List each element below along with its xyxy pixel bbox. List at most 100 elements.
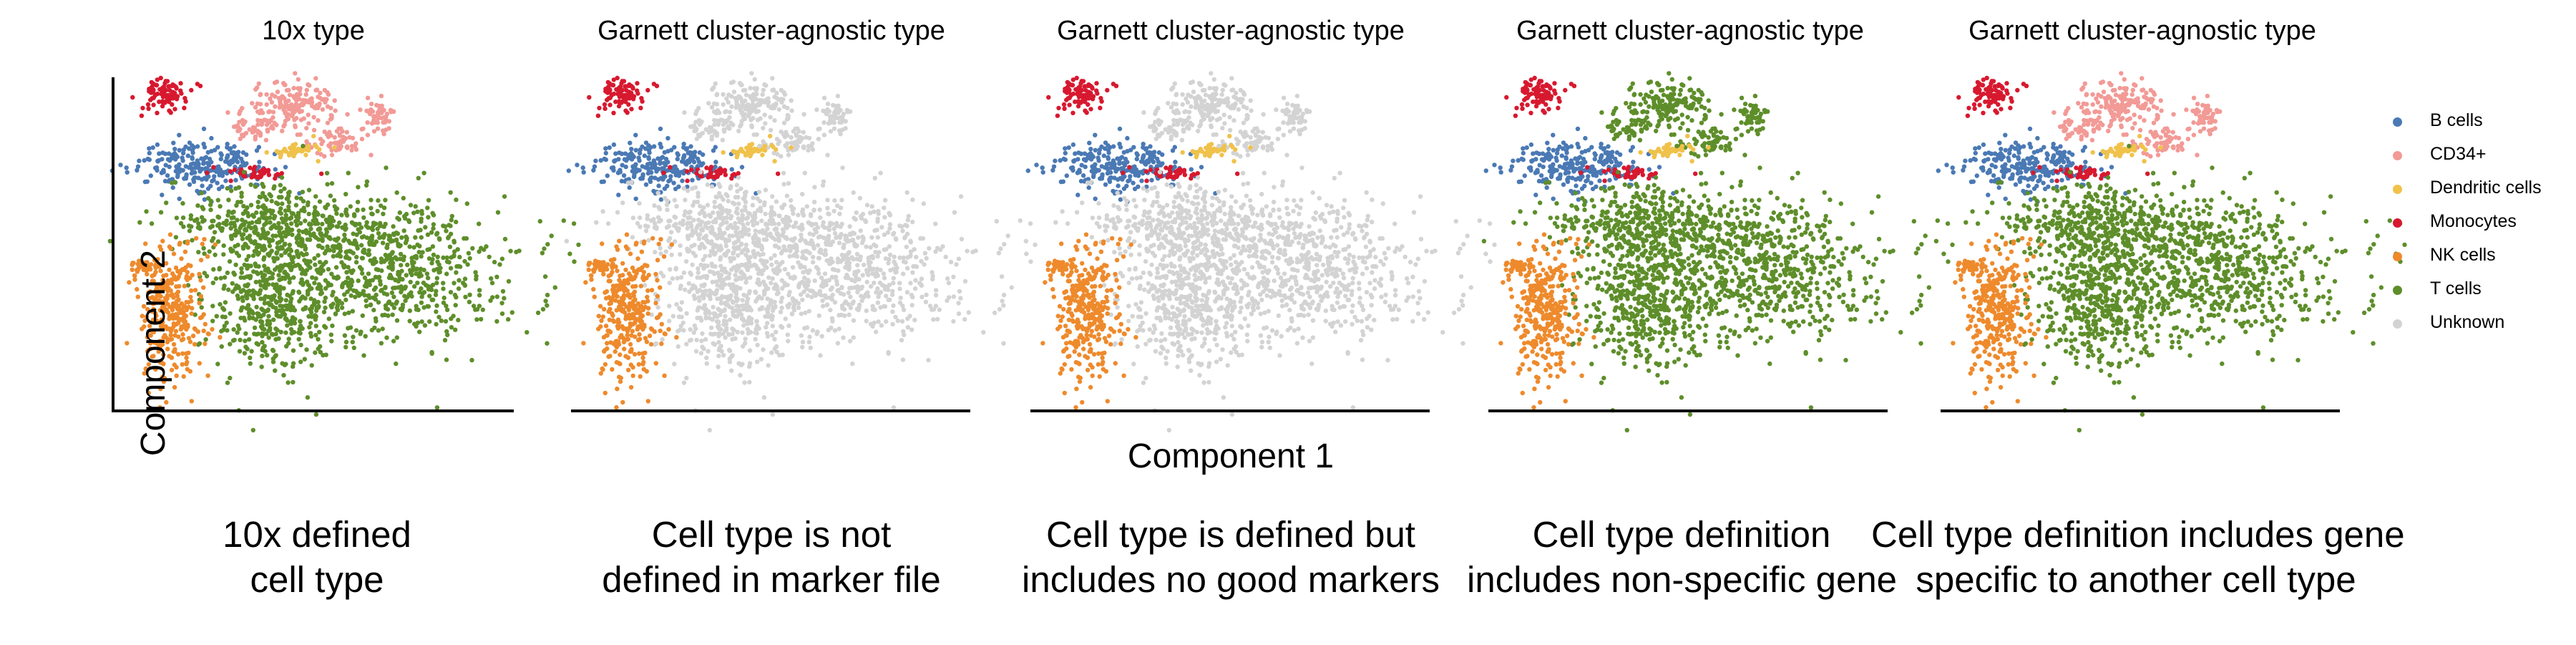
cell-point: [652, 225, 658, 230]
cell-point: [244, 257, 249, 262]
cell-point: [224, 155, 230, 160]
cell-point: [266, 173, 272, 178]
cell-point: [431, 268, 436, 273]
cell-point: [786, 339, 791, 344]
cell-point: [721, 197, 726, 202]
cell-point: [884, 247, 889, 252]
cell-point: [852, 278, 858, 284]
cell-point: [410, 268, 415, 273]
cell-point: [449, 218, 454, 223]
cell-point: [742, 190, 748, 195]
cell-point: [266, 269, 271, 275]
cell-point: [238, 109, 243, 114]
cell-point: [804, 135, 809, 140]
cell-point: [429, 351, 434, 356]
cell-point: [286, 380, 291, 385]
cell-point: [900, 228, 905, 233]
cell-point: [449, 213, 454, 219]
cell-point: [789, 237, 794, 242]
cell-point: [703, 253, 708, 259]
cell-point: [180, 158, 185, 163]
cell-point: [621, 173, 627, 178]
cell-point: [561, 218, 566, 223]
cell-point: [836, 326, 841, 331]
cell-point: [373, 297, 378, 302]
cell-point: [253, 184, 258, 189]
cell-point: [900, 304, 905, 309]
cell-point: [180, 351, 185, 357]
cell-point: [348, 204, 353, 209]
cell-point: [912, 317, 917, 323]
cell-point: [667, 304, 672, 309]
cell-point: [306, 144, 311, 149]
cell-point: [267, 243, 273, 248]
cell-point: [696, 270, 701, 276]
cell-point: [331, 253, 336, 259]
cell-cluster-cd34-: [298, 115, 374, 159]
cell-point: [337, 220, 342, 225]
cell-point: [298, 196, 303, 201]
cell-point: [255, 85, 260, 90]
cell-point: [757, 143, 762, 149]
cell-point: [864, 203, 870, 208]
cell-point: [306, 282, 311, 288]
cell-point: [748, 109, 754, 115]
cell-point: [580, 165, 585, 170]
cell-point: [361, 288, 366, 294]
cell-point: [419, 286, 424, 291]
cell-point: [323, 305, 328, 311]
cell-point: [686, 220, 691, 225]
cell-point: [859, 298, 864, 304]
cell-point: [253, 279, 258, 285]
cell-point: [282, 270, 287, 275]
cell-point: [248, 238, 253, 243]
cell-point: [1028, 259, 1033, 264]
cell-point: [339, 305, 345, 311]
cell-point: [259, 210, 264, 215]
cell-point: [910, 197, 915, 203]
cell-point: [172, 147, 177, 152]
cell-point: [893, 314, 898, 320]
cell-point: [310, 275, 315, 280]
cell-point: [328, 117, 333, 122]
cell-point: [426, 215, 431, 220]
cell-point: [841, 335, 846, 340]
cell-point: [680, 155, 686, 160]
cell-point: [734, 299, 739, 304]
cell-point: [525, 330, 530, 335]
cell-point: [394, 190, 399, 195]
cell-point: [736, 94, 741, 99]
cell-point: [997, 306, 1002, 312]
cell-point: [865, 290, 870, 295]
cell-point: [263, 349, 268, 354]
cell-point: [793, 251, 799, 256]
cell-point: [265, 301, 271, 306]
cell-point: [810, 260, 816, 265]
cell-point: [442, 338, 448, 343]
cell-point: [314, 267, 319, 273]
cell-point: [192, 165, 197, 170]
cell-point: [467, 256, 472, 261]
cell-point: [255, 231, 260, 236]
cell-point: [159, 92, 164, 97]
cell-point: [658, 141, 663, 147]
cell-point: [1018, 218, 1023, 223]
cell-point: [329, 271, 334, 276]
cell-point: [182, 105, 187, 110]
cell-point: [280, 246, 285, 251]
cell-point: [220, 173, 225, 178]
cell-point: [238, 337, 243, 343]
cell-point: [653, 221, 658, 226]
cell-point: [396, 217, 401, 222]
cell-point: [781, 104, 787, 109]
cell-point: [947, 295, 952, 300]
cell-point: [218, 301, 223, 307]
cell-point: [294, 236, 299, 241]
cell-point: [298, 132, 303, 137]
cell-point: [996, 251, 1002, 256]
cell-point: [379, 234, 385, 239]
cell-point: [876, 319, 881, 324]
cell-point: [273, 225, 279, 231]
cell-point: [834, 282, 840, 287]
cell-point: [457, 278, 462, 283]
